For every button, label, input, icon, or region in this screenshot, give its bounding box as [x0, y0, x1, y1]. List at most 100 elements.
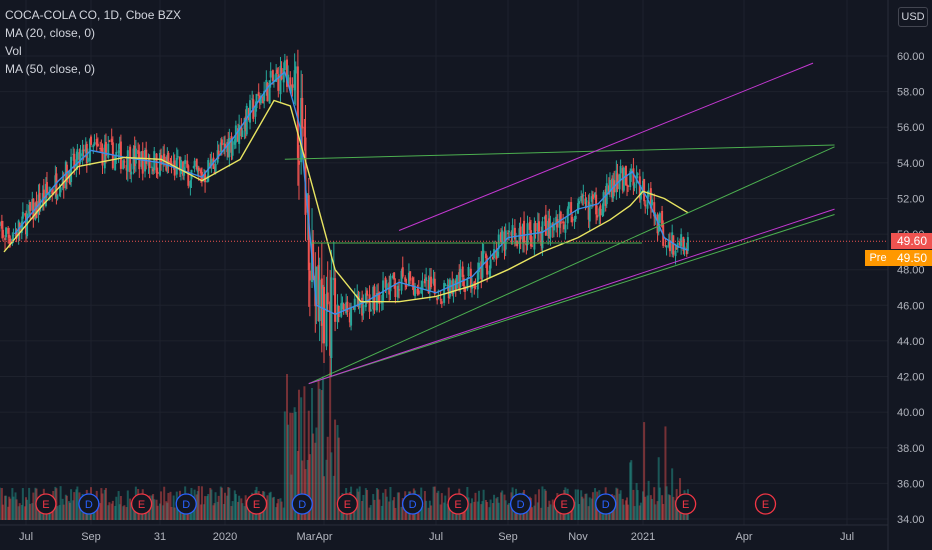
volume-bar [584, 493, 587, 520]
volume-bar [656, 501, 659, 520]
volume-bar [291, 412, 294, 520]
volume-bar [213, 503, 216, 520]
volume-bar [216, 501, 219, 520]
volume-bar [293, 407, 296, 520]
candle-body [444, 284, 447, 286]
symbol-title[interactable]: COCA-COLA CO, 1D, Cboe BZX [5, 8, 182, 22]
candle-body [584, 198, 587, 204]
x-tick-label: 2021 [631, 531, 655, 543]
candle-body [230, 136, 233, 153]
volume-bar [486, 501, 489, 520]
candle-body [317, 264, 320, 322]
y-tick-label: 58.00 [897, 87, 925, 99]
volume-bar [228, 487, 231, 520]
candle-body [348, 312, 351, 323]
candle-body [618, 174, 621, 190]
candle-body [4, 238, 7, 240]
candle-body [257, 92, 260, 97]
volume-bar [165, 501, 168, 520]
marker-circle [754, 493, 777, 515]
volume-bar [337, 437, 340, 520]
marker-circle [245, 493, 268, 515]
candle-body [332, 278, 335, 280]
volume-bar [570, 507, 573, 520]
candle-body [585, 200, 588, 202]
volume-bar [629, 462, 632, 520]
legend-ma50[interactable]: MA (50, close, 0) [5, 62, 96, 76]
volume-bar [58, 505, 61, 520]
candle-body [528, 221, 531, 230]
candle-body [364, 293, 367, 308]
candle-body [423, 278, 426, 284]
candle-body [184, 159, 187, 164]
volume-bar [474, 492, 477, 520]
volume-bar [115, 496, 118, 520]
volume-bar [197, 486, 200, 520]
candle-body [564, 224, 567, 233]
candle-body [147, 160, 150, 166]
volume-bar [529, 498, 532, 520]
candle-body [516, 241, 519, 247]
volume-bar [243, 506, 246, 520]
volume-bar [396, 492, 399, 520]
volume-bar [503, 494, 506, 520]
volume-bar [170, 506, 173, 520]
marker-circle [553, 493, 575, 515]
candle-body [599, 205, 602, 216]
volume-bar [653, 487, 656, 520]
candle-body [115, 151, 118, 157]
currency-button[interactable]: USD [898, 7, 928, 27]
volume-bar [362, 494, 365, 520]
candle-body [507, 232, 509, 234]
last-price-label: 49.60 [891, 233, 932, 250]
candle-body [588, 203, 591, 222]
candle-body [321, 288, 324, 324]
candle-body [682, 237, 685, 251]
legend-vol[interactable]: Vol [5, 44, 22, 58]
volume-bar [62, 504, 65, 520]
candle-body [533, 223, 536, 250]
candle-body [301, 97, 304, 129]
y-tick-label: 54.00 [897, 158, 925, 170]
grid [0, 0, 888, 525]
candle-body [8, 234, 11, 238]
legend-ma20[interactable]: MA (20, close, 0) [5, 26, 96, 40]
marker-label: E [762, 499, 769, 511]
candle-body [240, 125, 243, 137]
marker-circle [78, 493, 100, 515]
volume-bar [192, 507, 195, 520]
candle-body [582, 195, 585, 197]
volume-bar [636, 490, 639, 520]
volume-bar [206, 496, 209, 520]
volume-bar [287, 424, 290, 520]
volume-bar [297, 389, 300, 520]
volume-bar [635, 483, 638, 520]
volume-bar [169, 491, 172, 520]
y-tick-label: 38.00 [897, 443, 925, 455]
volume-bar [443, 502, 446, 520]
candle-body [632, 168, 635, 186]
volume-bar [385, 496, 388, 520]
trendlines [0, 62, 888, 385]
candle-body [42, 189, 45, 204]
candle-body [251, 98, 254, 100]
candle-body [118, 143, 121, 149]
candle-body [627, 185, 630, 187]
volume-bar [481, 501, 484, 520]
candle-body [389, 275, 392, 292]
candle-body [31, 199, 34, 211]
volume-bar [425, 500, 428, 520]
dividend-marker: D [291, 493, 313, 515]
candle-body [32, 198, 35, 220]
candle-body [95, 138, 98, 146]
x-tick-label: Sep [81, 531, 101, 543]
candle-body [653, 202, 656, 217]
volume-bar [578, 504, 581, 520]
volume-bar [373, 499, 376, 520]
volume-bar [117, 491, 120, 520]
candle-body [222, 143, 225, 145]
candle-body [224, 143, 226, 149]
volume-bar [108, 502, 111, 520]
y-tick-label: 40.00 [897, 407, 925, 419]
